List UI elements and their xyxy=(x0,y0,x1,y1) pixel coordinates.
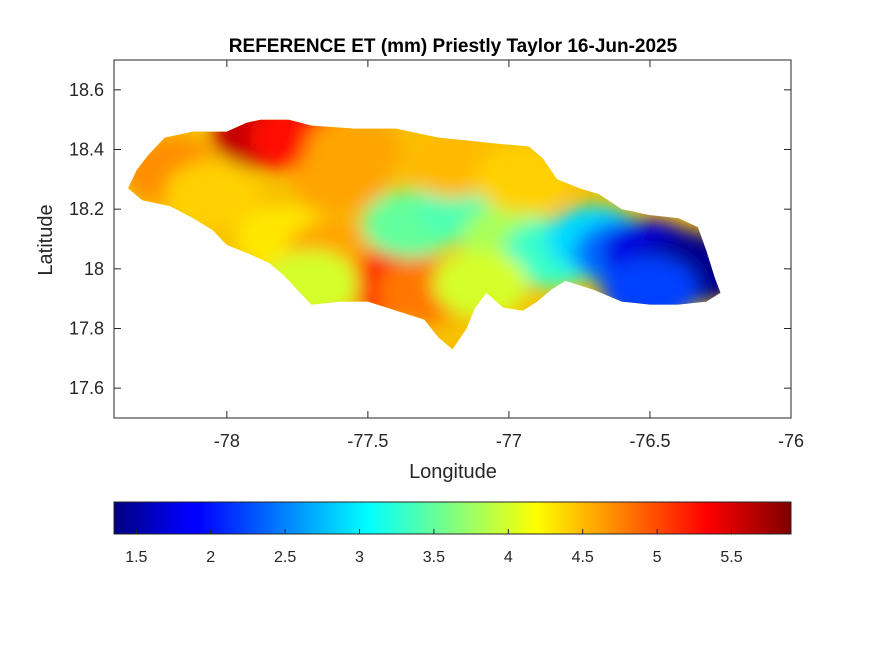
colorbar-tick-label: 2.5 xyxy=(274,549,296,566)
chart-title: REFERENCE ET (mm) Priestly Taylor 16-Jun… xyxy=(229,36,678,57)
colorbar-tick-label: 4 xyxy=(504,549,513,566)
colorbar-tick-label: 5 xyxy=(653,549,662,566)
x-tick-label: -77 xyxy=(496,431,522,451)
colorbar-tick-label: 4.5 xyxy=(572,549,594,566)
y-axis-label: Latitude xyxy=(35,204,57,275)
colorbar-tick-label: 2 xyxy=(206,549,215,566)
y-tick-label: 18.2 xyxy=(69,199,104,219)
colorbar-ticks: 1.5 2 2.5 3 3.5 4 4.5 5 5.5 xyxy=(125,529,743,566)
et-value-region xyxy=(432,249,529,318)
colorbar-tick-label: 3 xyxy=(355,549,364,566)
x-tick-label: -76.5 xyxy=(629,431,670,451)
y-axis: 17.6 17.8 18 18.2 18.4 18.6 xyxy=(69,80,791,398)
y-tick-label: 18.6 xyxy=(69,80,104,100)
colorbar-gradient xyxy=(113,501,792,535)
colorbar-tick-label: 5.5 xyxy=(720,549,742,566)
x-tick-label: -76 xyxy=(778,431,804,451)
et-value-region xyxy=(291,145,388,214)
et-value-region xyxy=(164,160,261,229)
y-tick-label: 17.6 xyxy=(69,378,104,398)
colorbar-tick-label: 3.5 xyxy=(423,549,445,566)
colorbar: 1.5 2 2.5 3 3.5 4 4.5 5 5.5 xyxy=(113,501,792,566)
colorbar-tick-label: 1.5 xyxy=(125,549,147,566)
x-axis: -78 -77.5 -77 -76.5 -76 xyxy=(214,60,804,451)
x-tick-label: -77.5 xyxy=(347,431,388,451)
y-tick-label: 18.4 xyxy=(69,140,104,160)
x-tick-label: -78 xyxy=(214,431,240,451)
x-axis-label: Longitude xyxy=(409,461,497,483)
y-tick-label: 17.8 xyxy=(69,319,104,339)
y-tick-label: 18 xyxy=(84,259,104,279)
